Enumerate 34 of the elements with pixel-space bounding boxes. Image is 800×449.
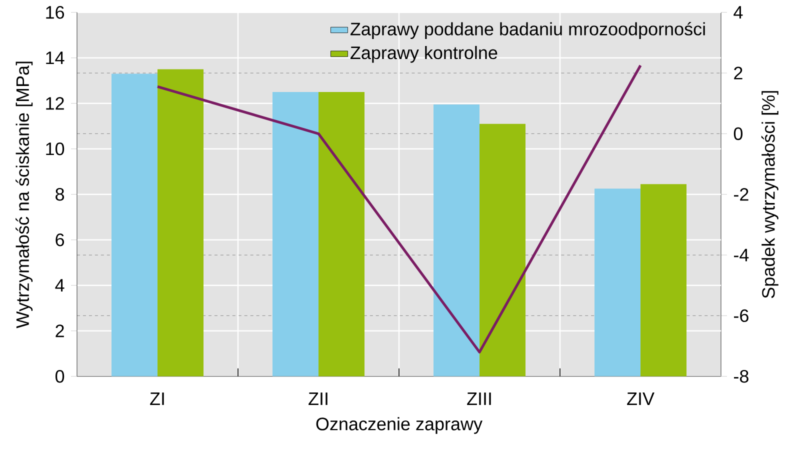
- y-tick-label: 16: [46, 6, 64, 19]
- y-tick-label: 8: [56, 188, 64, 201]
- x-axis-title: Oznaczenie zaprawy: [316, 416, 482, 434]
- y-tick-label: 10: [46, 142, 64, 156]
- y-tick-label: 2: [56, 324, 64, 337]
- y2-tick-label: -4: [734, 248, 749, 262]
- bar: [318, 92, 365, 376]
- x-tick-label: ZI: [150, 392, 164, 405]
- y2-tick-label: 0: [734, 127, 743, 140]
- bar: [272, 92, 318, 376]
- y2-axis-title: Spadek wytrzymałości [%]: [761, 90, 778, 298]
- y2-tick-label: -8: [734, 370, 748, 383]
- y2-tick-label: -6: [734, 309, 748, 322]
- y-tick-label: 4: [55, 278, 64, 292]
- y2-tick-label: 2: [734, 66, 742, 80]
- bar: [434, 104, 480, 376]
- y-tick-label: 0: [56, 370, 64, 383]
- x-tick-label: ZII: [308, 392, 328, 405]
- bar: [594, 188, 640, 376]
- x-tick-label: ZIII: [467, 392, 491, 405]
- bar: [640, 184, 686, 376]
- y-tick-label: 12: [46, 96, 64, 110]
- y2-tick-label: -2: [734, 188, 748, 200]
- y-tick-label: 6: [56, 233, 64, 246]
- y2-tick-label: 4: [734, 6, 743, 18]
- legend-label: Zaprawy poddane badaniu mrozoodporności: [350, 22, 705, 39]
- y-axis-title: Wytrzymałość na ściskanie [MPa]: [16, 62, 33, 328]
- x-tick-label: ZIV: [627, 392, 654, 405]
- y-tick-label: 14: [46, 51, 64, 64]
- bar: [480, 124, 526, 376]
- legend-label: Zaprawy kontrolne: [350, 46, 498, 63]
- bar: [112, 74, 158, 376]
- line-series: [156, 64, 642, 354]
- bar: [158, 69, 204, 376]
